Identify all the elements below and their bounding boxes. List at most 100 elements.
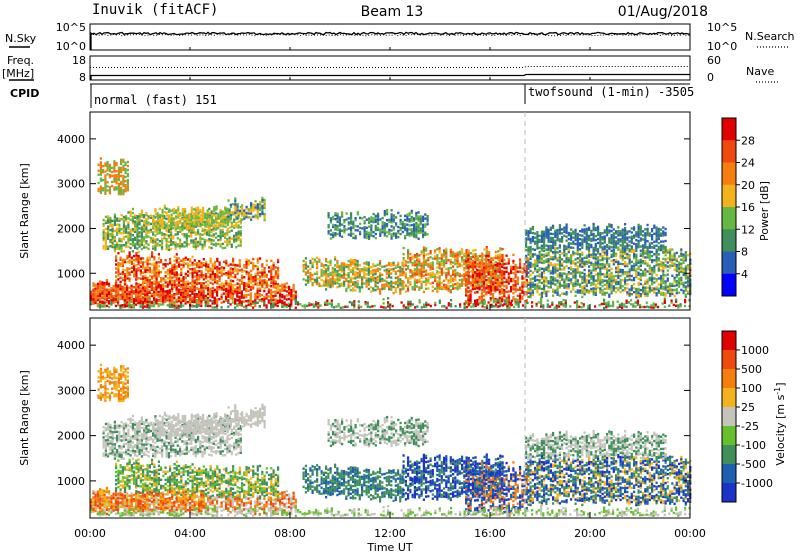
- power-cell: [367, 277, 370, 280]
- power-cell: [184, 207, 187, 211]
- power-cell: [209, 259, 212, 262]
- power-cell: [567, 283, 570, 286]
- power-cell: [394, 270, 397, 274]
- power-cell: [157, 302, 160, 306]
- power-cell: [465, 257, 468, 261]
- power-cell: [128, 279, 131, 282]
- power-cell: [146, 276, 149, 280]
- power-cell: [205, 268, 208, 272]
- power-cell: [226, 209, 229, 212]
- power-cell: [358, 288, 361, 291]
- power-cell: [164, 290, 167, 293]
- power-cell: [283, 295, 286, 298]
- power-cell: [617, 286, 620, 290]
- power-cell: [390, 213, 393, 216]
- power-cell: [458, 252, 461, 256]
- power-cell: [610, 281, 613, 285]
- power-cell: [377, 226, 380, 230]
- power-cell: [471, 273, 474, 277]
- power-cell: [612, 275, 615, 278]
- power-cell: [243, 209, 246, 212]
- power-cell: [601, 281, 604, 284]
- power-cell: [94, 291, 97, 295]
- power-cell: [354, 281, 357, 284]
- power-cell: [345, 263, 348, 266]
- power-cell: [184, 256, 187, 259]
- power-cell: [270, 277, 273, 281]
- power-cell: [327, 232, 330, 235]
- power-cell: [199, 214, 202, 217]
- power-cell: [125, 231, 128, 234]
- power-cell: [572, 252, 575, 255]
- power-cell: [488, 261, 491, 264]
- power-cell: [523, 281, 526, 284]
- power-cell: [115, 267, 118, 270]
- power-cell: [352, 222, 355, 225]
- power-cell: [224, 236, 227, 239]
- power-cell: [288, 285, 291, 289]
- power-cell: [162, 285, 165, 288]
- power-cell: [534, 263, 537, 266]
- power-cell: [197, 242, 200, 246]
- power-cell: [235, 223, 238, 227]
- power-cell: [137, 254, 140, 258]
- power-cell: [119, 285, 122, 288]
- power-cell: [443, 259, 446, 262]
- power-cell: [478, 272, 481, 275]
- power-cell: [338, 234, 341, 237]
- power-cell: [501, 263, 504, 267]
- power-cell: [543, 287, 546, 291]
- power-cell: [265, 273, 268, 277]
- power-cell: [538, 255, 541, 258]
- power-cell: [478, 296, 481, 299]
- power-cell: [422, 217, 425, 220]
- power-cell: [381, 220, 384, 224]
- power-cell: [173, 265, 176, 268]
- power-cell: [592, 267, 595, 270]
- power-cell: [184, 214, 187, 217]
- power-cell: [145, 240, 148, 243]
- power-cell: [193, 212, 196, 215]
- power-cell: [250, 216, 253, 219]
- power-cell: [173, 297, 176, 300]
- power-cell: [170, 221, 173, 224]
- power-cell: [615, 286, 618, 290]
- power-cell: [256, 215, 259, 218]
- power-cell: [127, 225, 130, 228]
- power-cell: [210, 234, 213, 238]
- power-cell: [272, 267, 275, 271]
- power-cell: [567, 277, 570, 280]
- power-cell: [372, 265, 375, 268]
- power-cell: [102, 218, 105, 222]
- power-cell: [172, 219, 175, 223]
- power-cell: [236, 293, 239, 296]
- power-cell: [209, 275, 212, 278]
- power-cell: [220, 222, 223, 225]
- power-cell: [256, 259, 259, 263]
- power-cell: [529, 283, 532, 287]
- power-cell: [597, 256, 600, 259]
- power-cell: [104, 237, 107, 241]
- power-cell: [256, 209, 259, 212]
- power-cell: [534, 275, 537, 278]
- power-cell: [180, 263, 183, 266]
- power-cell: [447, 285, 450, 288]
- power-cell: [148, 262, 151, 266]
- power-cell: [236, 282, 239, 285]
- power-cell: [594, 283, 597, 286]
- power-cell: [418, 260, 421, 263]
- power-cell: [154, 225, 157, 228]
- power-cell: [190, 216, 193, 220]
- power-cell: [109, 228, 112, 232]
- power-cell: [104, 233, 107, 237]
- power-cell: [154, 228, 157, 231]
- power-cell: [525, 299, 528, 302]
- power-cell: [507, 260, 510, 263]
- power-cell: [483, 262, 486, 265]
- power-cell: [96, 284, 99, 288]
- power-cell: [254, 296, 257, 300]
- power-cell: [213, 208, 216, 211]
- power-cell: [563, 286, 566, 289]
- power-cell: [449, 260, 452, 264]
- power-cell: [374, 218, 377, 222]
